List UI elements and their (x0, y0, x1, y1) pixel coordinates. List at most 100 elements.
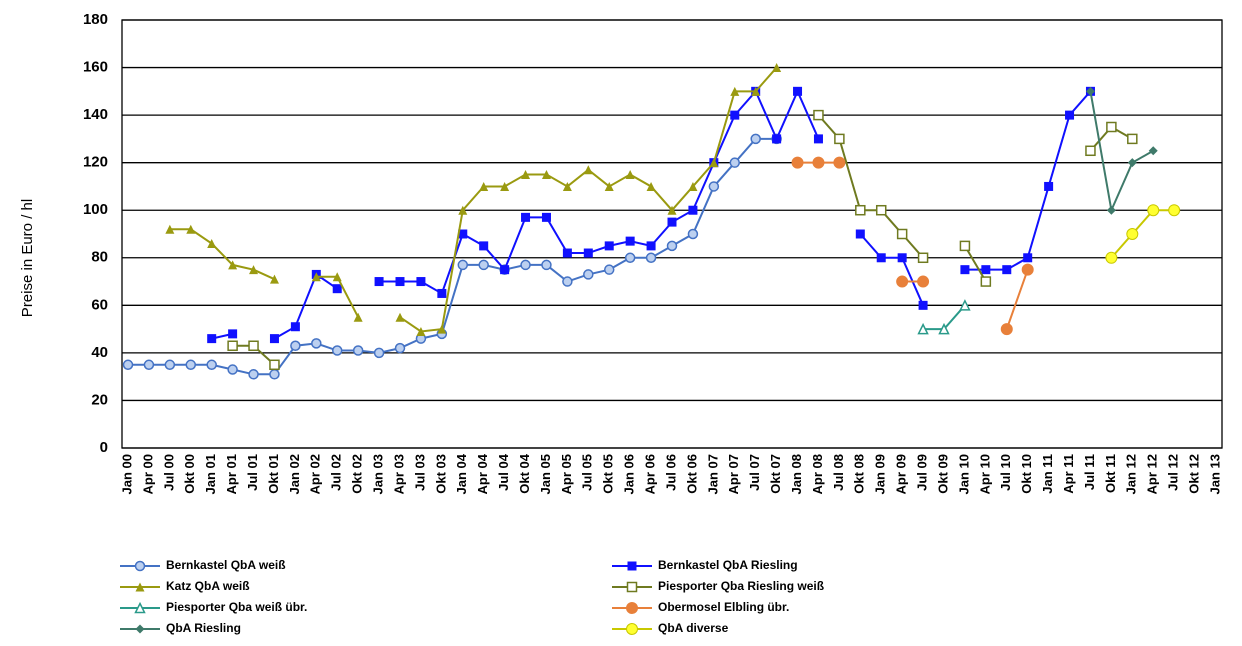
marker (500, 181, 510, 191)
legend-label: Piesporter Qba Riesling weiß (658, 579, 824, 593)
marker (1085, 145, 1096, 157)
x-tick-label: Jul 00 (161, 454, 176, 491)
marker (416, 326, 426, 336)
x-tick-label: Jul 02 (329, 454, 344, 491)
marker (981, 265, 991, 275)
marker (1002, 265, 1012, 275)
marker (395, 277, 405, 287)
marker (1065, 110, 1075, 120)
marker (164, 359, 176, 371)
marker (228, 260, 238, 270)
marker (813, 134, 823, 144)
x-tick-label: Okt 08 (852, 454, 867, 494)
marker (134, 560, 146, 572)
marker (918, 300, 928, 310)
legend-label: Piesporter Qba weiß übr. (166, 600, 307, 614)
x-tick-label: Jan 03 (371, 454, 386, 494)
x-tick-label: Jan 04 (454, 453, 469, 494)
x-tick-label: Jul 09 (915, 454, 930, 491)
x-tick-label: Jan 10 (956, 454, 971, 494)
y-tick-label: 40 (91, 344, 108, 361)
marker (646, 181, 656, 191)
x-tick-label: Jul 03 (412, 454, 427, 491)
marker (626, 602, 638, 614)
marker (688, 181, 698, 191)
x-tick-label: Okt 12 (1187, 454, 1202, 494)
series-line (211, 88, 1092, 340)
x-tick-label: Apr 03 (391, 454, 406, 494)
marker (959, 299, 971, 311)
marker (353, 312, 363, 322)
marker (562, 248, 572, 258)
marker (834, 133, 845, 145)
marker (1023, 253, 1033, 263)
y-tick-label: 20 (91, 391, 108, 408)
marker (583, 165, 593, 175)
x-tick-label: Jan 07 (705, 454, 720, 494)
x-tick-label: Apr 02 (308, 454, 323, 494)
legend-label: Katz QbA weiß (166, 579, 250, 593)
y-axis-label: Preise in Euro / hl (19, 199, 36, 317)
marker (311, 338, 322, 349)
marker (248, 340, 259, 352)
y-tick-label: 160 (83, 59, 108, 76)
marker (186, 224, 196, 234)
marker (373, 347, 385, 359)
marker (1147, 204, 1160, 217)
marker (730, 110, 740, 120)
marker (730, 86, 740, 96)
marker (541, 170, 551, 180)
marker (1000, 323, 1013, 336)
series-line (1110, 209, 1175, 259)
x-tick-label: Apr 04 (475, 453, 490, 494)
marker (876, 253, 886, 263)
x-tick-label: Apr 11 (1061, 454, 1076, 494)
marker (228, 329, 238, 339)
marker (227, 340, 238, 352)
marker (457, 259, 469, 271)
marker (311, 272, 321, 282)
marker (185, 359, 197, 371)
x-tick-label: Jan 08 (789, 454, 804, 494)
marker (959, 240, 971, 252)
marker (583, 269, 594, 280)
x-tick-label: Apr 12 (1145, 454, 1160, 494)
y-tick-label: 80 (91, 249, 108, 266)
marker (812, 156, 825, 169)
legend-label: Bernkastel QbA weiß (166, 558, 286, 572)
marker (603, 264, 615, 275)
marker (520, 259, 531, 271)
marker (855, 229, 865, 239)
marker (269, 369, 280, 380)
marker (1148, 146, 1158, 156)
marker (541, 259, 552, 271)
x-tick-label: Okt 10 (1019, 454, 1034, 494)
marker (207, 334, 217, 344)
marker (290, 322, 300, 332)
x-tick-label: Apr 10 (977, 454, 992, 494)
legend-label: Obermosel Elbling übr. (658, 600, 789, 614)
marker (604, 181, 614, 191)
marker (416, 277, 426, 287)
marker (960, 265, 970, 275)
marker (688, 205, 698, 215)
marker (290, 340, 301, 352)
y-tick-label: 100 (83, 201, 108, 218)
x-tick-label: Apr 07 (726, 454, 741, 494)
marker (625, 236, 635, 246)
x-tick-label: Apr 08 (810, 454, 825, 494)
marker (374, 277, 384, 287)
x-tick-label: Jan 05 (538, 454, 553, 494)
marker (709, 158, 719, 168)
marker (352, 345, 364, 356)
marker (269, 274, 279, 284)
marker (248, 369, 259, 380)
marker (645, 252, 657, 264)
marker (437, 288, 447, 298)
x-tick-label: Okt 07 (768, 454, 783, 494)
marker (813, 109, 824, 121)
marker (562, 276, 573, 287)
marker (541, 212, 551, 222)
x-tick-label: Jul 07 (747, 454, 762, 491)
